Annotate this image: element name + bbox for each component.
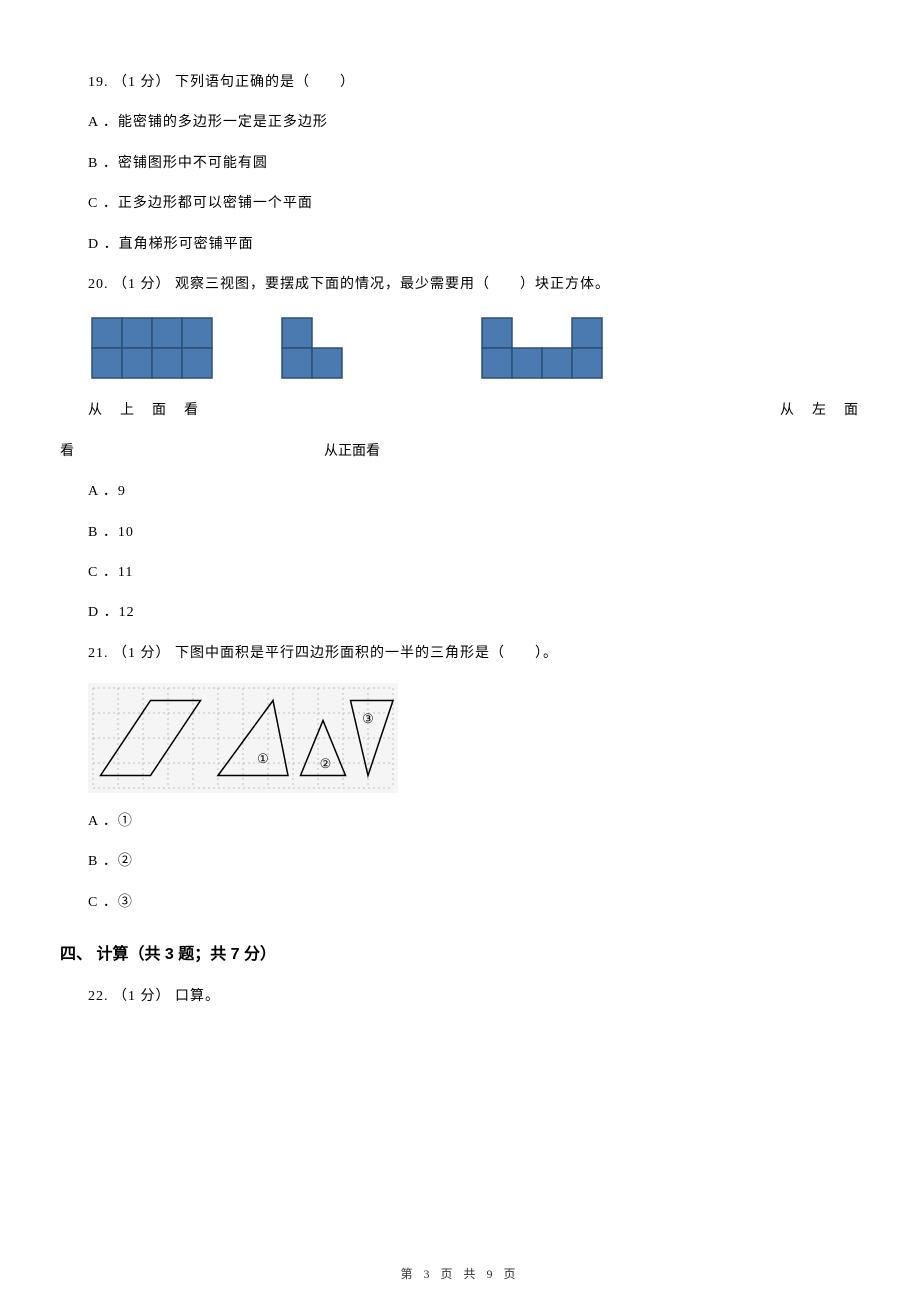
q20-label-left: 从 左 面 <box>780 400 860 422</box>
q20-top-view <box>88 314 218 382</box>
q20-text: 观察三视图，要摆成下面的情况，最少需要用（ ）块正方体。 <box>175 277 610 292</box>
q19-number: 19. <box>88 75 109 90</box>
page-footer: 第 3 页 共 9 页 <box>0 1265 920 1284</box>
q19-points: （1 分） <box>113 75 171 90</box>
q20-view-labels-row1: 从 上 面 看 从 左 面 <box>60 400 860 422</box>
q19-opt-c: C ．正多边形都可以密铺一个平面 <box>88 193 860 215</box>
q20-label-top: 从 上 面 看 <box>88 400 200 422</box>
q19-text: 下列语句正确的是（ ） <box>175 75 355 90</box>
q19-opt-b: B ．密铺图形中不可能有圆 <box>88 153 860 175</box>
q22-stem: 22. （1 分） 口算。 <box>88 986 860 1008</box>
q20-label-front: 从正面看 <box>324 441 380 463</box>
q19-opt-d: D ．直角梯形可密铺平面 <box>88 234 860 256</box>
q19-stem: 19. （1 分） 下列语句正确的是（ ） <box>88 72 860 94</box>
q20-points: （1 分） <box>113 277 171 292</box>
q20-opt-a: A ．9 <box>88 481 860 503</box>
q20-opt-b: B ．10 <box>88 522 860 544</box>
q21-diagram: ① ② ③ <box>88 683 860 793</box>
q19-opt-a: A ．能密铺的多边形一定是正多边形 <box>88 112 860 134</box>
q21-text: 下图中面积是平行四边形面积的一半的三角形是（ ）。 <box>175 646 558 661</box>
q20-opt-c: C ．11 <box>88 562 860 584</box>
q20-view-labels-row2: 看 从正面看 <box>60 441 860 463</box>
q20-opt-d: D ．12 <box>88 602 860 624</box>
q21-opt-c: C ．③ <box>88 892 860 914</box>
q20-label-left-cont: 看 <box>60 441 74 463</box>
svg-text:②: ② <box>320 756 332 771</box>
q20-front-view <box>478 314 608 382</box>
q21-points: （1 分） <box>113 646 171 661</box>
q21-opt-b: B ．② <box>88 851 860 873</box>
q22-number: 22. <box>88 989 109 1004</box>
q20-left-view <box>278 314 348 382</box>
q21-stem: 21. （1 分） 下图中面积是平行四边形面积的一半的三角形是（ ）。 <box>88 643 860 665</box>
q20-views-row <box>88 314 860 382</box>
q20-stem: 20. （1 分） 观察三视图，要摆成下面的情况，最少需要用（ ）块正方体。 <box>88 274 860 296</box>
q21-number: 21. <box>88 646 109 661</box>
svg-text:③: ③ <box>362 711 374 726</box>
svg-text:①: ① <box>257 751 269 766</box>
q22-text: 口算。 <box>175 989 220 1004</box>
q21-opt-a: A ．① <box>88 811 860 833</box>
q22-points: （1 分） <box>113 989 171 1004</box>
q20-number: 20. <box>88 277 109 292</box>
section4-heading: 四、 计算（共 3 题；共 7 分） <box>60 942 860 968</box>
